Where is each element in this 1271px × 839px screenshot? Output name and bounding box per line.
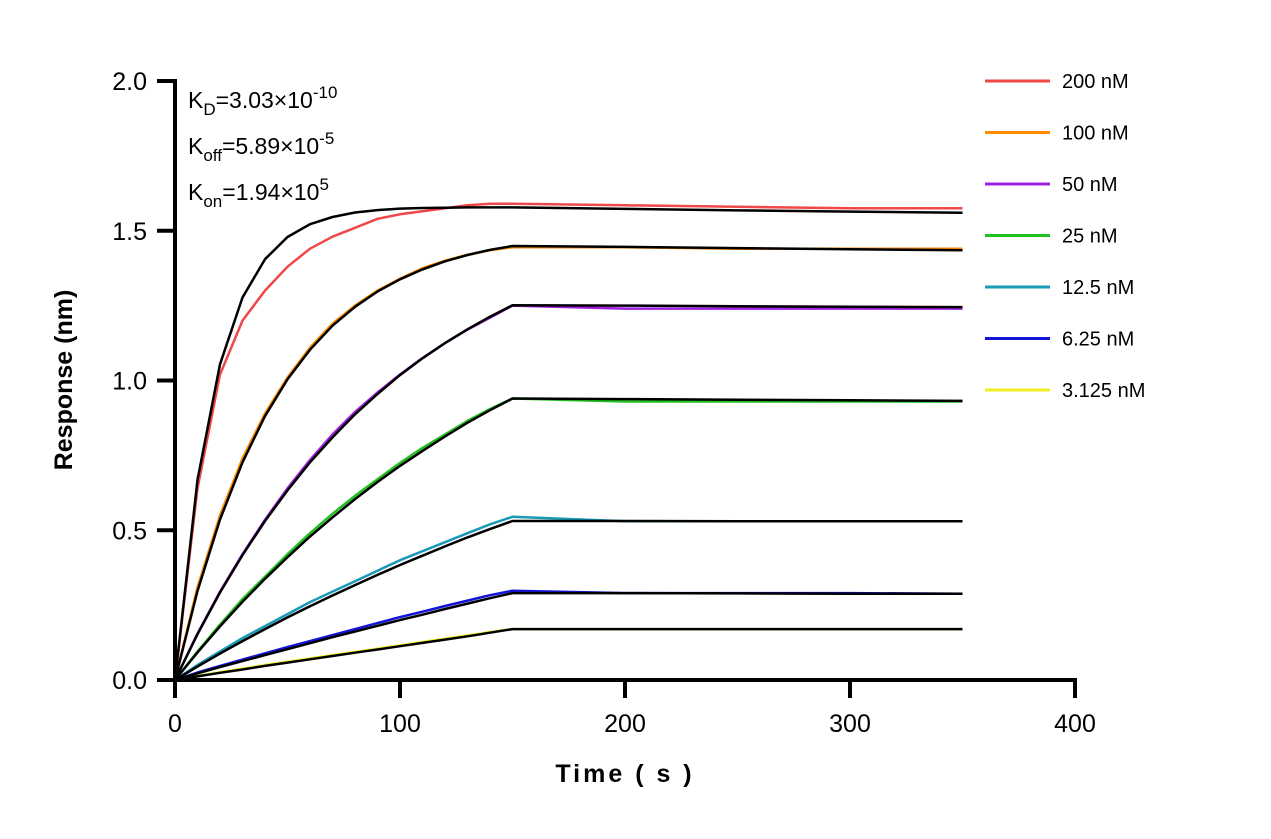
- kinetics-value: Koff=5.89×10-5: [188, 129, 334, 165]
- x-tick-label: 100: [379, 710, 421, 738]
- data-line-12.5-nM: [174, 515, 963, 682]
- y-tick-label: 1.0: [112, 368, 147, 396]
- x-tick-label: 0: [168, 710, 182, 738]
- legend-label: 12.5 nM: [1062, 277, 1134, 299]
- data-line-50-nM: [173, 304, 963, 681]
- legend-label: 200 nM: [1062, 71, 1129, 93]
- plot-area: [173, 202, 963, 682]
- axes: 0 100 200 300 400 0.0 0.5 1.0 1.5 2.0: [112, 68, 1096, 738]
- x-tick-label: 400: [1054, 710, 1096, 738]
- kinetics-value: Kon=1.94×105: [188, 175, 329, 211]
- fit-line-25-nM: [174, 397, 963, 681]
- fit-line-50-nM: [173, 304, 963, 681]
- data-line-6.25-nM: [174, 589, 963, 682]
- legend: 200 nM 100 nM 50 nM 25 nM 12.5 nM 6.25 nM 3.12…: [985, 71, 1145, 402]
- y-axis-title: Response (nm): [50, 290, 78, 471]
- kinetics-annotation: KD=3.03×10-10 Koff=5.89×10-5 Kon=1.94×105: [188, 83, 337, 211]
- fit-line-100-nM: [173, 244, 963, 681]
- kinetics-value: KD=3.03×10-10: [188, 83, 337, 119]
- data-line-25-nM: [174, 397, 963, 681]
- fit-line-200-nM: [173, 206, 963, 681]
- x-tick-label: 200: [604, 710, 646, 738]
- fit-line-6.25-nM: [174, 591, 963, 682]
- y-tick-label: 1.5: [112, 218, 147, 246]
- legend-label: 100 nM: [1062, 123, 1129, 145]
- legend-label: 50 nM: [1062, 174, 1118, 196]
- y-tick-label: 0.5: [112, 517, 147, 545]
- data-line-3.125-nM: [174, 627, 963, 682]
- legend-label: 3.125 nM: [1062, 380, 1145, 402]
- y-tick-label: 2.0: [112, 68, 147, 96]
- x-axis-title: Time ( s ): [555, 760, 694, 788]
- y-tick-label: 0.0: [112, 667, 147, 695]
- x-tick-label: 300: [829, 710, 871, 738]
- fit-line-12.5-nM: [174, 519, 963, 682]
- data-line-200-nM: [173, 202, 963, 681]
- fit-line-3.125-nM: [174, 627, 963, 682]
- legend-label: 6.25 nM: [1062, 329, 1134, 351]
- legend-label: 25 nM: [1062, 226, 1118, 248]
